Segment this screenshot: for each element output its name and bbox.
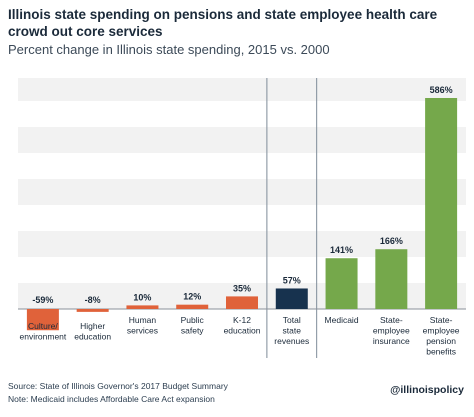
category-label: insurance (373, 336, 410, 346)
bar (176, 304, 209, 309)
bar-value-label: 10% (133, 292, 151, 302)
bar (126, 305, 159, 309)
bar-value-label: 141% (330, 245, 353, 255)
bar (226, 296, 258, 309)
grid-band (18, 127, 466, 153)
bar-value-label: -8% (85, 295, 101, 305)
chart-subtitle: Percent change in Illinois state spendin… (8, 42, 330, 57)
bar (26, 309, 59, 331)
grid-band (18, 153, 466, 179)
bar-value-label: 57% (283, 275, 301, 285)
category-label: services (127, 326, 158, 336)
category-label: education (224, 326, 261, 336)
grid-band (18, 101, 466, 127)
bar (325, 258, 358, 309)
category-label: state (283, 326, 302, 336)
grid-band (18, 205, 466, 231)
bar (375, 249, 408, 309)
category-label: Total (283, 315, 301, 325)
category-label: environment (19, 332, 66, 342)
category-label: State- (380, 315, 403, 325)
expansion-note: Note: Medicaid includes Affordable Care … (8, 394, 215, 404)
bar (275, 288, 308, 309)
grid-band (18, 179, 466, 205)
brand-handle: @illinoispolicy (390, 384, 464, 396)
category-label: Medicaid (325, 315, 359, 325)
category-label: Public (181, 315, 205, 325)
category-label: Culture/ (28, 321, 58, 331)
bar-value-label: 586% (430, 85, 453, 95)
source-note: Source: State of Illinois Governor's 201… (8, 381, 228, 391)
category-label: Higher (80, 321, 105, 331)
category-label: safety (181, 326, 204, 336)
bar-value-label: -59% (32, 295, 53, 305)
category-label: employee (423, 326, 460, 336)
chart-title: Illinois state spending on pensions and … (8, 7, 438, 39)
category-label: Human (129, 315, 157, 325)
bar-value-label: 12% (183, 292, 201, 302)
bar-value-label: 35% (233, 283, 251, 293)
grid-band (18, 78, 466, 101)
category-label: employee (373, 326, 410, 336)
category-label: revenues (274, 336, 309, 346)
category-label: State- (430, 315, 453, 325)
bar (76, 309, 109, 312)
category-label: education (74, 332, 111, 342)
bar (425, 98, 458, 309)
category-label: pension (426, 336, 456, 346)
bar-value-label: 166% (380, 236, 403, 246)
category-label: benefits (426, 347, 456, 357)
category-label: K-12 (233, 315, 251, 325)
